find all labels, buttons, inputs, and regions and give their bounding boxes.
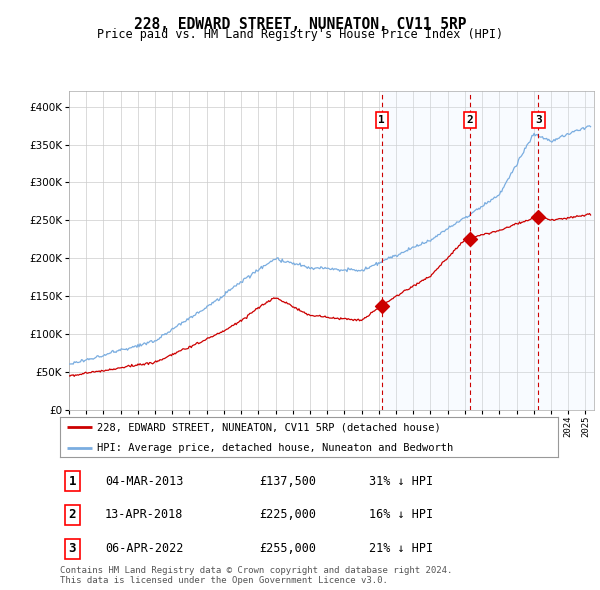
Bar (382, 91, 470, 410)
Point (533, 212, 543, 221)
Text: 1: 1 (69, 475, 76, 488)
Text: 13-APR-2018: 13-APR-2018 (105, 509, 183, 522)
Text: 3: 3 (535, 115, 542, 125)
Text: £225,000: £225,000 (259, 509, 316, 522)
Text: 1: 1 (379, 115, 385, 125)
Text: 2: 2 (466, 115, 473, 125)
Text: 04-MAR-2013: 04-MAR-2013 (105, 475, 183, 488)
Text: £137,500: £137,500 (259, 475, 316, 488)
Point (465, 235, 475, 244)
Bar (538, 91, 594, 410)
Text: 06-APR-2022: 06-APR-2022 (105, 542, 183, 555)
Text: 21% ↓ HPI: 21% ↓ HPI (369, 542, 433, 555)
Text: 3: 3 (69, 542, 76, 555)
Text: Contains HM Land Registry data © Crown copyright and database right 2024.
This d: Contains HM Land Registry data © Crown c… (60, 566, 452, 585)
Bar (470, 91, 538, 410)
Text: 228, EDWARD STREET, NUNEATON, CV11 5RP: 228, EDWARD STREET, NUNEATON, CV11 5RP (134, 17, 466, 31)
Text: HPI: Average price, detached house, Nuneaton and Bedworth: HPI: Average price, detached house, Nune… (97, 444, 454, 454)
Text: £255,000: £255,000 (259, 542, 316, 555)
Text: 16% ↓ HPI: 16% ↓ HPI (369, 509, 433, 522)
Text: 2: 2 (69, 509, 76, 522)
Text: 228, EDWARD STREET, NUNEATON, CV11 5RP (detached house): 228, EDWARD STREET, NUNEATON, CV11 5RP (… (97, 422, 441, 432)
Text: 31% ↓ HPI: 31% ↓ HPI (369, 475, 433, 488)
Point (377, 301, 386, 310)
Text: Price paid vs. HM Land Registry's House Price Index (HPI): Price paid vs. HM Land Registry's House … (97, 28, 503, 41)
